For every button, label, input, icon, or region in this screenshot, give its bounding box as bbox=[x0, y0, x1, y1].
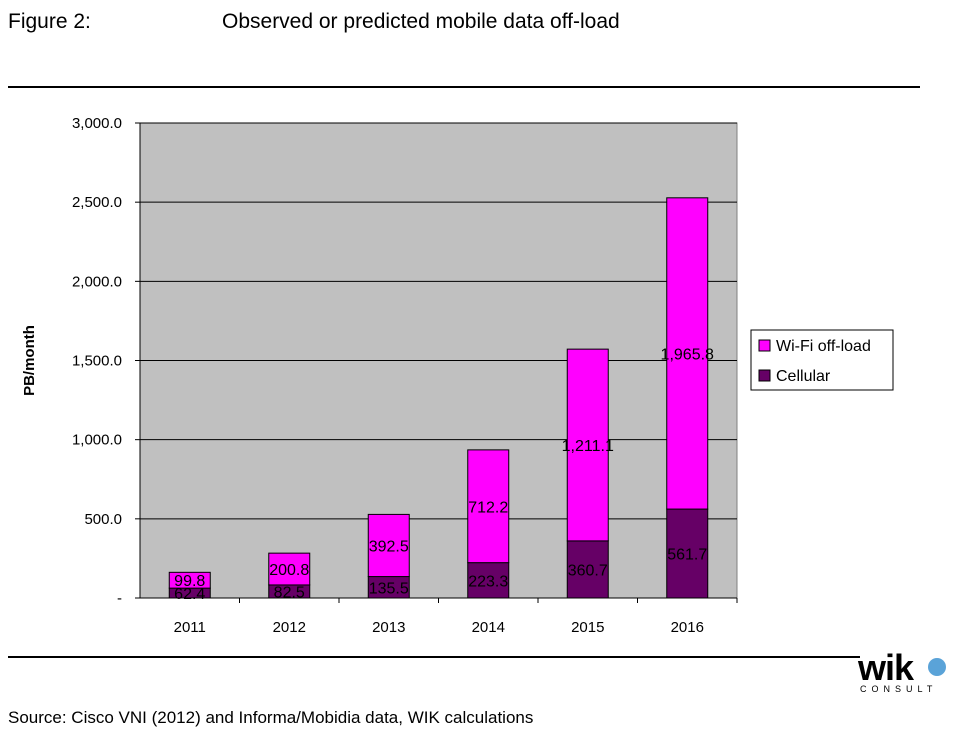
data-label: 561.7 bbox=[667, 547, 707, 564]
data-label: 392.5 bbox=[369, 538, 409, 555]
bar-cellular-2014 bbox=[467, 562, 510, 599]
bar-wi-fi-off-load-2015 bbox=[566, 348, 609, 542]
y-axis-label: PB/month bbox=[21, 325, 38, 396]
figure-title: Observed or predicted mobile data off-lo… bbox=[222, 10, 620, 33]
logo-subtitle: CONSULT bbox=[860, 684, 938, 694]
y-tick-label: 2,500.0 bbox=[72, 194, 122, 211]
bar-wi-fi-off-load-2012 bbox=[268, 552, 311, 586]
legend-swatch-wi-fi-off-load bbox=[758, 339, 771, 352]
bar-wi-fi-off-load-2011 bbox=[168, 571, 211, 589]
y-tick-label: 1,000.0 bbox=[72, 432, 122, 449]
data-label: 712.2 bbox=[468, 499, 508, 516]
data-label: 62.4 bbox=[174, 586, 205, 603]
logo-arrow-icon bbox=[928, 658, 946, 676]
data-label: 1,211.1 bbox=[562, 438, 614, 455]
y-tick-label: 3,000.0 bbox=[72, 115, 122, 132]
logo-word: wik bbox=[858, 647, 914, 688]
legend-box bbox=[750, 329, 894, 391]
x-tick-label: 2011 bbox=[174, 619, 206, 636]
legend-swatch-cellular bbox=[758, 369, 771, 382]
figure-label: Figure 2: bbox=[8, 10, 91, 33]
x-tick-label: 2012 bbox=[273, 619, 306, 636]
bar-wi-fi-off-load-2014 bbox=[467, 449, 510, 564]
y-tick-label: 1,500.0 bbox=[72, 353, 122, 370]
x-tick-label: 2015 bbox=[571, 619, 604, 636]
x-tick-label: 2013 bbox=[372, 619, 405, 636]
bar-wi-fi-off-load-2013 bbox=[367, 513, 410, 578]
y-tick-label: 500.0 bbox=[84, 511, 122, 528]
wik-consult-logo: wik CONSULT bbox=[858, 648, 950, 696]
legend-label: Wi-Fi off-load bbox=[776, 338, 871, 355]
data-label: 223.3 bbox=[468, 573, 508, 590]
data-label: 200.8 bbox=[269, 562, 309, 579]
data-label: 1,965.8 bbox=[661, 346, 714, 363]
legend-label: Cellular bbox=[776, 368, 831, 385]
top-rule bbox=[8, 86, 920, 88]
y-tick-label: 2,000.0 bbox=[72, 273, 122, 290]
data-label: 360.7 bbox=[568, 562, 608, 579]
bar-wi-fi-off-load-2016 bbox=[666, 197, 709, 510]
x-tick-label: 2014 bbox=[472, 619, 505, 636]
x-tick-label: 2016 bbox=[671, 619, 704, 636]
y-tick-label: - bbox=[117, 590, 122, 607]
bottom-rule bbox=[8, 656, 860, 658]
data-label: 135.5 bbox=[369, 580, 409, 597]
data-label: 82.5 bbox=[274, 584, 305, 601]
source-note: Source: Cisco VNI (2012) and Informa/Mob… bbox=[8, 708, 534, 727]
data-label: 99.8 bbox=[174, 573, 205, 590]
bar-cellular-2015 bbox=[566, 540, 609, 599]
